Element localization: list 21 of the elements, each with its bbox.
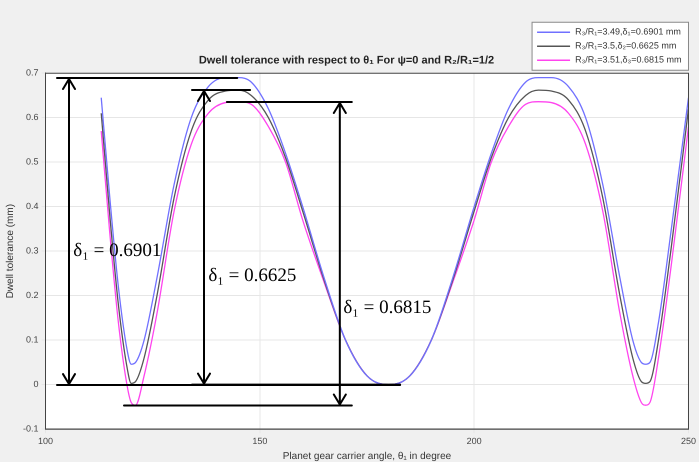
y-tick-label: 0.7 — [26, 68, 39, 78]
x-axis-title: Planet gear carrier angle, θ₁ in degree — [282, 450, 452, 462]
y-tick-label: 0.2 — [26, 290, 39, 300]
annotation: δ₁ = 0.6625 — [208, 265, 296, 286]
legend-label: R₃/R₁=3.5,δ₂=0.6625 mm — [575, 40, 676, 51]
chart-title: Dwell tolerance with respect to θ₁ For ψ=0 and R₂/R₁=1/2 — [198, 54, 494, 67]
y-tick-label: 0.4 — [26, 201, 39, 212]
y-tick-label: 0.1 — [26, 334, 39, 345]
y-tick-label: 0.3 — [26, 246, 39, 256]
y-axis-title: Dwell tolerance (mm) — [4, 204, 16, 298]
legend-label: R₃/R₁=3.51,δ₃=0.6815 mm — [575, 54, 682, 65]
y-tick-label: 0 — [33, 379, 39, 390]
legend-label: R₃/R₁=3.49,δ₁=0.6901 mm — [575, 26, 681, 37]
x-tick-label: 250 — [680, 436, 696, 446]
x-tick-label: 200 — [466, 436, 482, 446]
y-tick-label: 0.6 — [26, 112, 39, 122]
x-tick-label: 100 — [38, 436, 54, 446]
y-tick-label: -0.1 — [22, 424, 39, 434]
y-tick-label: 0.5 — [26, 156, 39, 167]
annotation: δ₁ = 0.6815 — [343, 297, 432, 318]
x-tick-label: 150 — [252, 436, 268, 446]
